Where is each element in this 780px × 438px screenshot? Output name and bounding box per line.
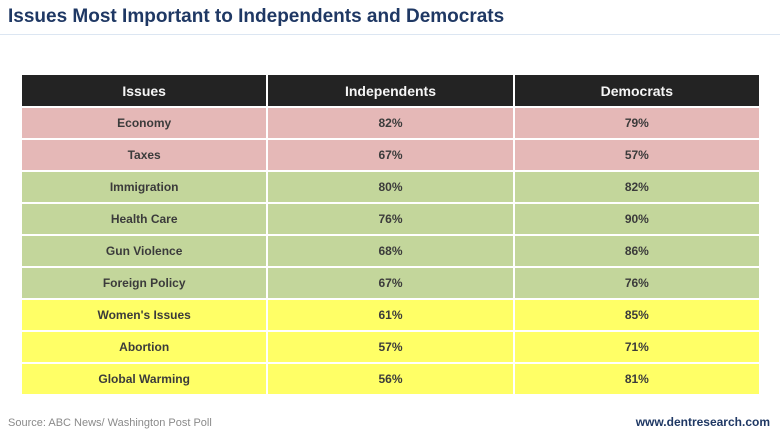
page-title: Issues Most Important to Independents an… bbox=[8, 6, 505, 27]
column-header-democrats: Democrats bbox=[512, 73, 762, 108]
issue-label: Gun Violence bbox=[19, 234, 269, 268]
democrats-value: 76% bbox=[512, 266, 762, 300]
issue-label: Economy bbox=[19, 106, 269, 140]
table-body: Economy 82% 79% Taxes 67% 57% Immigratio… bbox=[19, 106, 762, 396]
issue-label: Taxes bbox=[19, 138, 269, 172]
issue-label: Health Care bbox=[19, 202, 269, 236]
source-attribution: Source: ABC News/ Washington Post Poll bbox=[8, 417, 212, 429]
website-url: www.dentresearch.com bbox=[635, 415, 770, 429]
independents-value: 68% bbox=[266, 234, 515, 268]
democrats-value: 71% bbox=[512, 330, 762, 364]
table-row-immigration: Immigration 80% 82% bbox=[19, 170, 762, 204]
democrats-value: 90% bbox=[512, 202, 762, 236]
independents-value: 57% bbox=[266, 330, 515, 364]
table-row-taxes: Taxes 67% 57% bbox=[19, 138, 762, 172]
table-row-abortion: Abortion 57% 71% bbox=[19, 330, 762, 364]
independents-value: 76% bbox=[266, 202, 515, 236]
independents-value: 80% bbox=[266, 170, 515, 204]
issue-label: Foreign Policy bbox=[19, 266, 269, 300]
independents-value: 61% bbox=[266, 298, 515, 332]
table-header: Issues Independents Democrats bbox=[19, 73, 762, 108]
issue-label: Abortion bbox=[19, 330, 269, 364]
democrats-value: 85% bbox=[512, 298, 762, 332]
independents-value: 67% bbox=[266, 138, 515, 172]
democrats-value: 79% bbox=[512, 106, 762, 140]
democrats-value: 86% bbox=[512, 234, 762, 268]
table-header-row: Issues Independents Democrats bbox=[19, 73, 762, 108]
issue-label: Women's Issues bbox=[19, 298, 269, 332]
issue-label: Immigration bbox=[19, 170, 269, 204]
issue-label: Global Warming bbox=[19, 362, 269, 396]
table-row-economy: Economy 82% 79% bbox=[19, 106, 762, 140]
column-header-independents: Independents bbox=[266, 73, 515, 108]
table-row-health-care: Health Care 76% 90% bbox=[19, 202, 762, 236]
table-row-foreign-policy: Foreign Policy 67% 76% bbox=[19, 266, 762, 300]
column-header-issues: Issues bbox=[19, 73, 269, 108]
table-row-global-warming: Global Warming 56% 81% bbox=[19, 362, 762, 396]
title-underline bbox=[0, 34, 780, 35]
independents-value: 56% bbox=[266, 362, 515, 396]
independents-value: 82% bbox=[266, 106, 515, 140]
democrats-value: 81% bbox=[512, 362, 762, 396]
table-row-gun-violence: Gun Violence 68% 86% bbox=[19, 234, 762, 268]
democrats-value: 57% bbox=[512, 138, 762, 172]
poll-results-table: Issues Independents Democrats Economy 82… bbox=[19, 73, 762, 396]
table-row-womens-issues: Women's Issues 61% 85% bbox=[19, 298, 762, 332]
democrats-value: 82% bbox=[512, 170, 762, 204]
independents-value: 67% bbox=[266, 266, 515, 300]
